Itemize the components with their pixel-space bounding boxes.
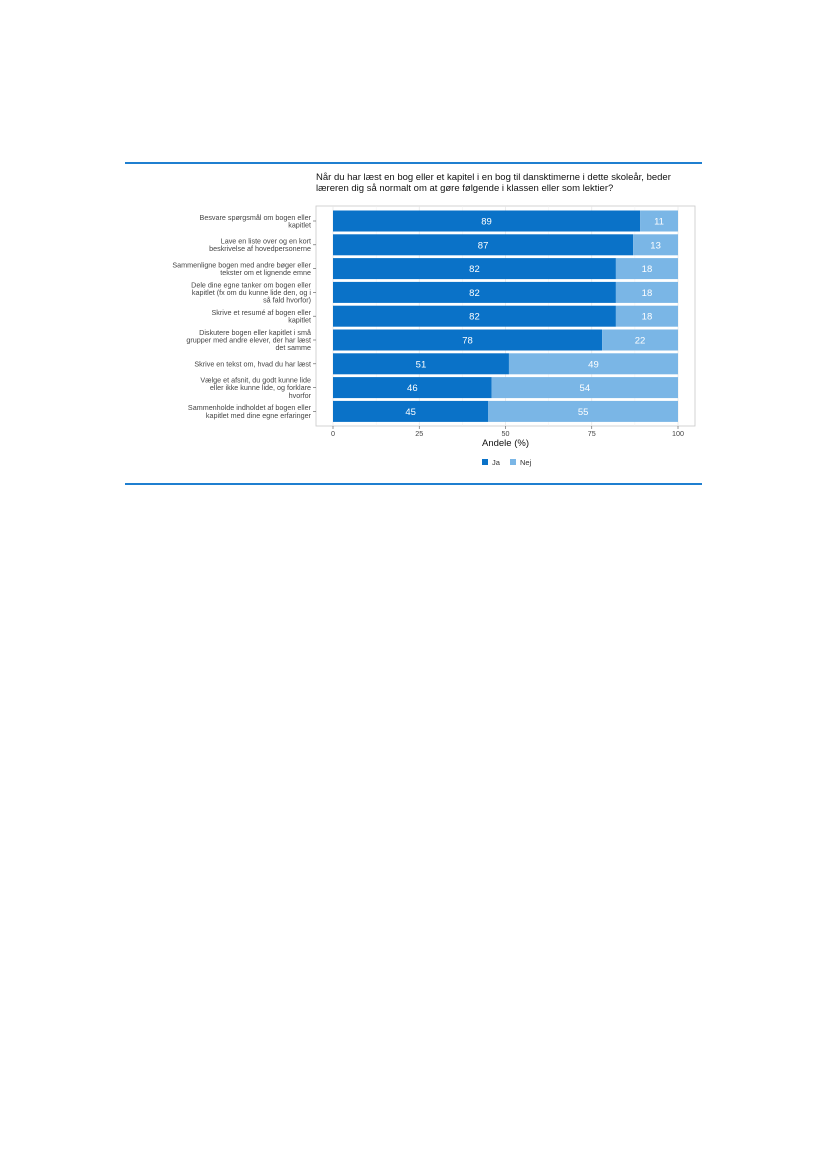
bar-nej — [615, 305, 678, 327]
category-label: Besvare spørgsmål om bogen eller kapitlet — [200, 213, 312, 230]
bar-nej — [633, 234, 678, 256]
x-axis-title: Andele (%) — [482, 438, 529, 449]
bar-nej — [488, 400, 678, 422]
chart-title: Når du har læst en bog eller et kapitel … — [316, 172, 671, 194]
legend-swatch-ja — [482, 459, 488, 465]
category-label-line: Skrive en tekst om, hvad du har læst — [194, 359, 311, 368]
x-tick-label: 50 — [502, 429, 510, 438]
category-label-line: kapitlet — [288, 316, 311, 325]
bar-value-label: 13 — [650, 240, 661, 251]
category-label-line: kapitlet (fx om du kunne lide den, og i — [192, 288, 311, 297]
category-label: Diskutere bogen eller kapitlet i små grup… — [186, 328, 311, 352]
category-label: Skrive en tekst om, hvad du har læst — [194, 359, 311, 368]
category-label-line: Besvare spørgsmål om bogen eller — [200, 213, 312, 222]
legend-label-nej: Nej — [520, 458, 532, 467]
bar-value-label: 46 — [407, 383, 418, 394]
category-label-line: kapitlet med dine egne erfaringer — [206, 411, 312, 420]
category-label-line: det samme — [275, 343, 311, 352]
category-label: Lave en liste over og en kort beskrivelse… — [209, 237, 311, 254]
category-label-line: beskrivelse af hovedpersonerne — [209, 244, 311, 253]
bar-value-label: 18 — [642, 312, 653, 323]
category-label-line: Sammenholde indholdet af bogen eller — [188, 403, 312, 412]
bar-value-label: 54 — [580, 383, 591, 394]
bar-nej — [602, 329, 678, 351]
category-label-line: eller ikke kunne lide, og forklare — [210, 383, 311, 392]
bar-ja — [333, 281, 616, 303]
bar-value-label: 82 — [469, 312, 480, 323]
bar-ja — [333, 234, 634, 256]
x-tick-label: 100 — [672, 429, 684, 438]
bar-value-label: 89 — [481, 217, 492, 228]
x-tick-label: 0 — [331, 429, 335, 438]
bar-nej — [615, 258, 678, 280]
category-label-line: Sammenligne bogen med andre bøger eller — [172, 260, 311, 269]
category-label-line: Skrive et resumé af bogen eller — [212, 308, 312, 317]
bottom-rule — [125, 483, 702, 485]
category-label: Dele dine egne tanker om bogen eller kapi… — [191, 280, 311, 304]
category-label: Skrive et resumé af bogen eller kapitlet — [212, 308, 312, 325]
category-label: Vælge et afsnit, du godt kunne lide eller… — [200, 376, 311, 400]
bar-ja — [333, 377, 492, 399]
x-tick-label: 75 — [588, 429, 596, 438]
bar-value-label: 87 — [478, 240, 489, 251]
category-label-line: hvorfor — [289, 391, 312, 400]
bar-value-label: 45 — [405, 407, 416, 418]
bar-value-label: 78 — [462, 336, 473, 347]
bar-nej — [615, 281, 678, 303]
legend-label-ja: Ja — [492, 458, 501, 467]
bar-ja — [333, 305, 616, 327]
bar-ja — [333, 210, 641, 232]
bar-nej — [640, 210, 678, 232]
category-label-line: Lave en liste over og en kort — [221, 237, 311, 246]
bar-ja — [333, 258, 616, 280]
bar-nej — [491, 377, 678, 399]
bar-value-label: 11 — [654, 217, 664, 228]
legend-swatch-nej — [510, 459, 516, 465]
category-label-line: kapitlet — [288, 220, 311, 229]
bar-ja — [333, 400, 489, 422]
bar-value-label: 49 — [588, 359, 599, 370]
bar-value-label: 22 — [635, 336, 646, 347]
bar-value-label: 82 — [469, 288, 480, 299]
top-rule — [125, 162, 702, 164]
category-label: Sammenligne bogen med andre bøger eller t… — [172, 260, 311, 277]
bar-value-label: 18 — [642, 264, 653, 275]
bar-nej — [508, 353, 678, 375]
category-label-line: Vælge et afsnit, du godt kunne lide — [200, 376, 311, 385]
category-label-line: Diskutere bogen eller kapitlet i små — [199, 328, 311, 337]
bar-ja — [333, 353, 509, 375]
category-label: Sammenholde indholdet af bogen eller kapi… — [188, 403, 312, 420]
x-tick-label: 25 — [415, 429, 423, 438]
category-label-line: Dele dine egne tanker om bogen eller — [191, 280, 311, 289]
bar-value-label: 18 — [642, 288, 653, 299]
bar-value-label: 51 — [416, 359, 427, 370]
bar-ja — [333, 329, 603, 351]
category-label-line: grupper med andre elever, der har læst — [186, 336, 311, 345]
category-label-line: så fald hvorfor) — [263, 296, 311, 305]
bar-value-label: 55 — [578, 407, 589, 418]
category-label-line: tekster om et lignende emne — [220, 268, 311, 277]
bar-value-label: 82 — [469, 264, 480, 275]
